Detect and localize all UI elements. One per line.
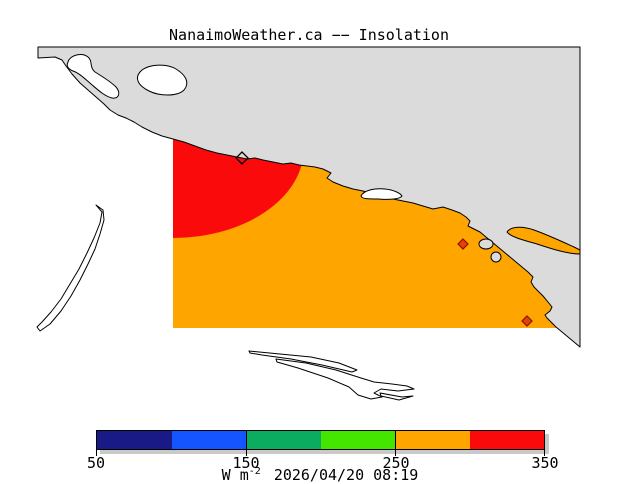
- colorbar-tick-label: 150: [232, 454, 260, 472]
- colorbar-segment-100-150: [171, 431, 246, 449]
- coastline-island-outline-south-c: [379, 392, 414, 401]
- colorbar-tick-150: [246, 430, 247, 456]
- station-marker-open-diamond: [235, 151, 249, 165]
- coastline-island-outline-south-b: [275, 358, 415, 400]
- colorbar-segment-250-300: [395, 431, 470, 449]
- coastline-island-outline-west: [36, 204, 105, 332]
- colorbar-unit-exponent: -2: [248, 466, 261, 477]
- small-island: [478, 238, 494, 250]
- colorbar-tick-50: [96, 430, 97, 456]
- colorbar-tick-350: [544, 430, 545, 456]
- colorbar: [96, 430, 545, 450]
- coastline-island-outline-south-a: [248, 350, 358, 373]
- station-marker-filled-diamond-2: [521, 315, 533, 327]
- colorbar-segment-200-250: [320, 431, 395, 449]
- colorbar-segment-50-100: [97, 431, 172, 449]
- colorbar-caption: W m-2 2026/04/20 08:19: [0, 466, 640, 484]
- colorbar-timestamp: 2026/04/20 08:19: [273, 466, 419, 484]
- colorbar-tick-label: 50: [86, 454, 106, 472]
- elongated-island: [506, 226, 581, 255]
- small-island: [490, 251, 502, 263]
- inlet-fjord-east: [136, 64, 188, 96]
- colorbar-segment-150-200: [246, 431, 321, 449]
- colorbar-tick-label: 250: [382, 454, 410, 472]
- colorbar-segment-300-350: [469, 431, 544, 449]
- colorbar-unit: W m: [221, 466, 249, 484]
- colorbar-tick-label: 350: [531, 454, 559, 472]
- colorbar-tick-250: [395, 430, 396, 456]
- page-title: NanaimoWeather.ca −− Insolation: [169, 26, 449, 44]
- station-marker-filled-diamond-1: [457, 238, 469, 250]
- inlet-fjord-west: [66, 54, 120, 99]
- coastal-inlet-lens: [360, 188, 403, 200]
